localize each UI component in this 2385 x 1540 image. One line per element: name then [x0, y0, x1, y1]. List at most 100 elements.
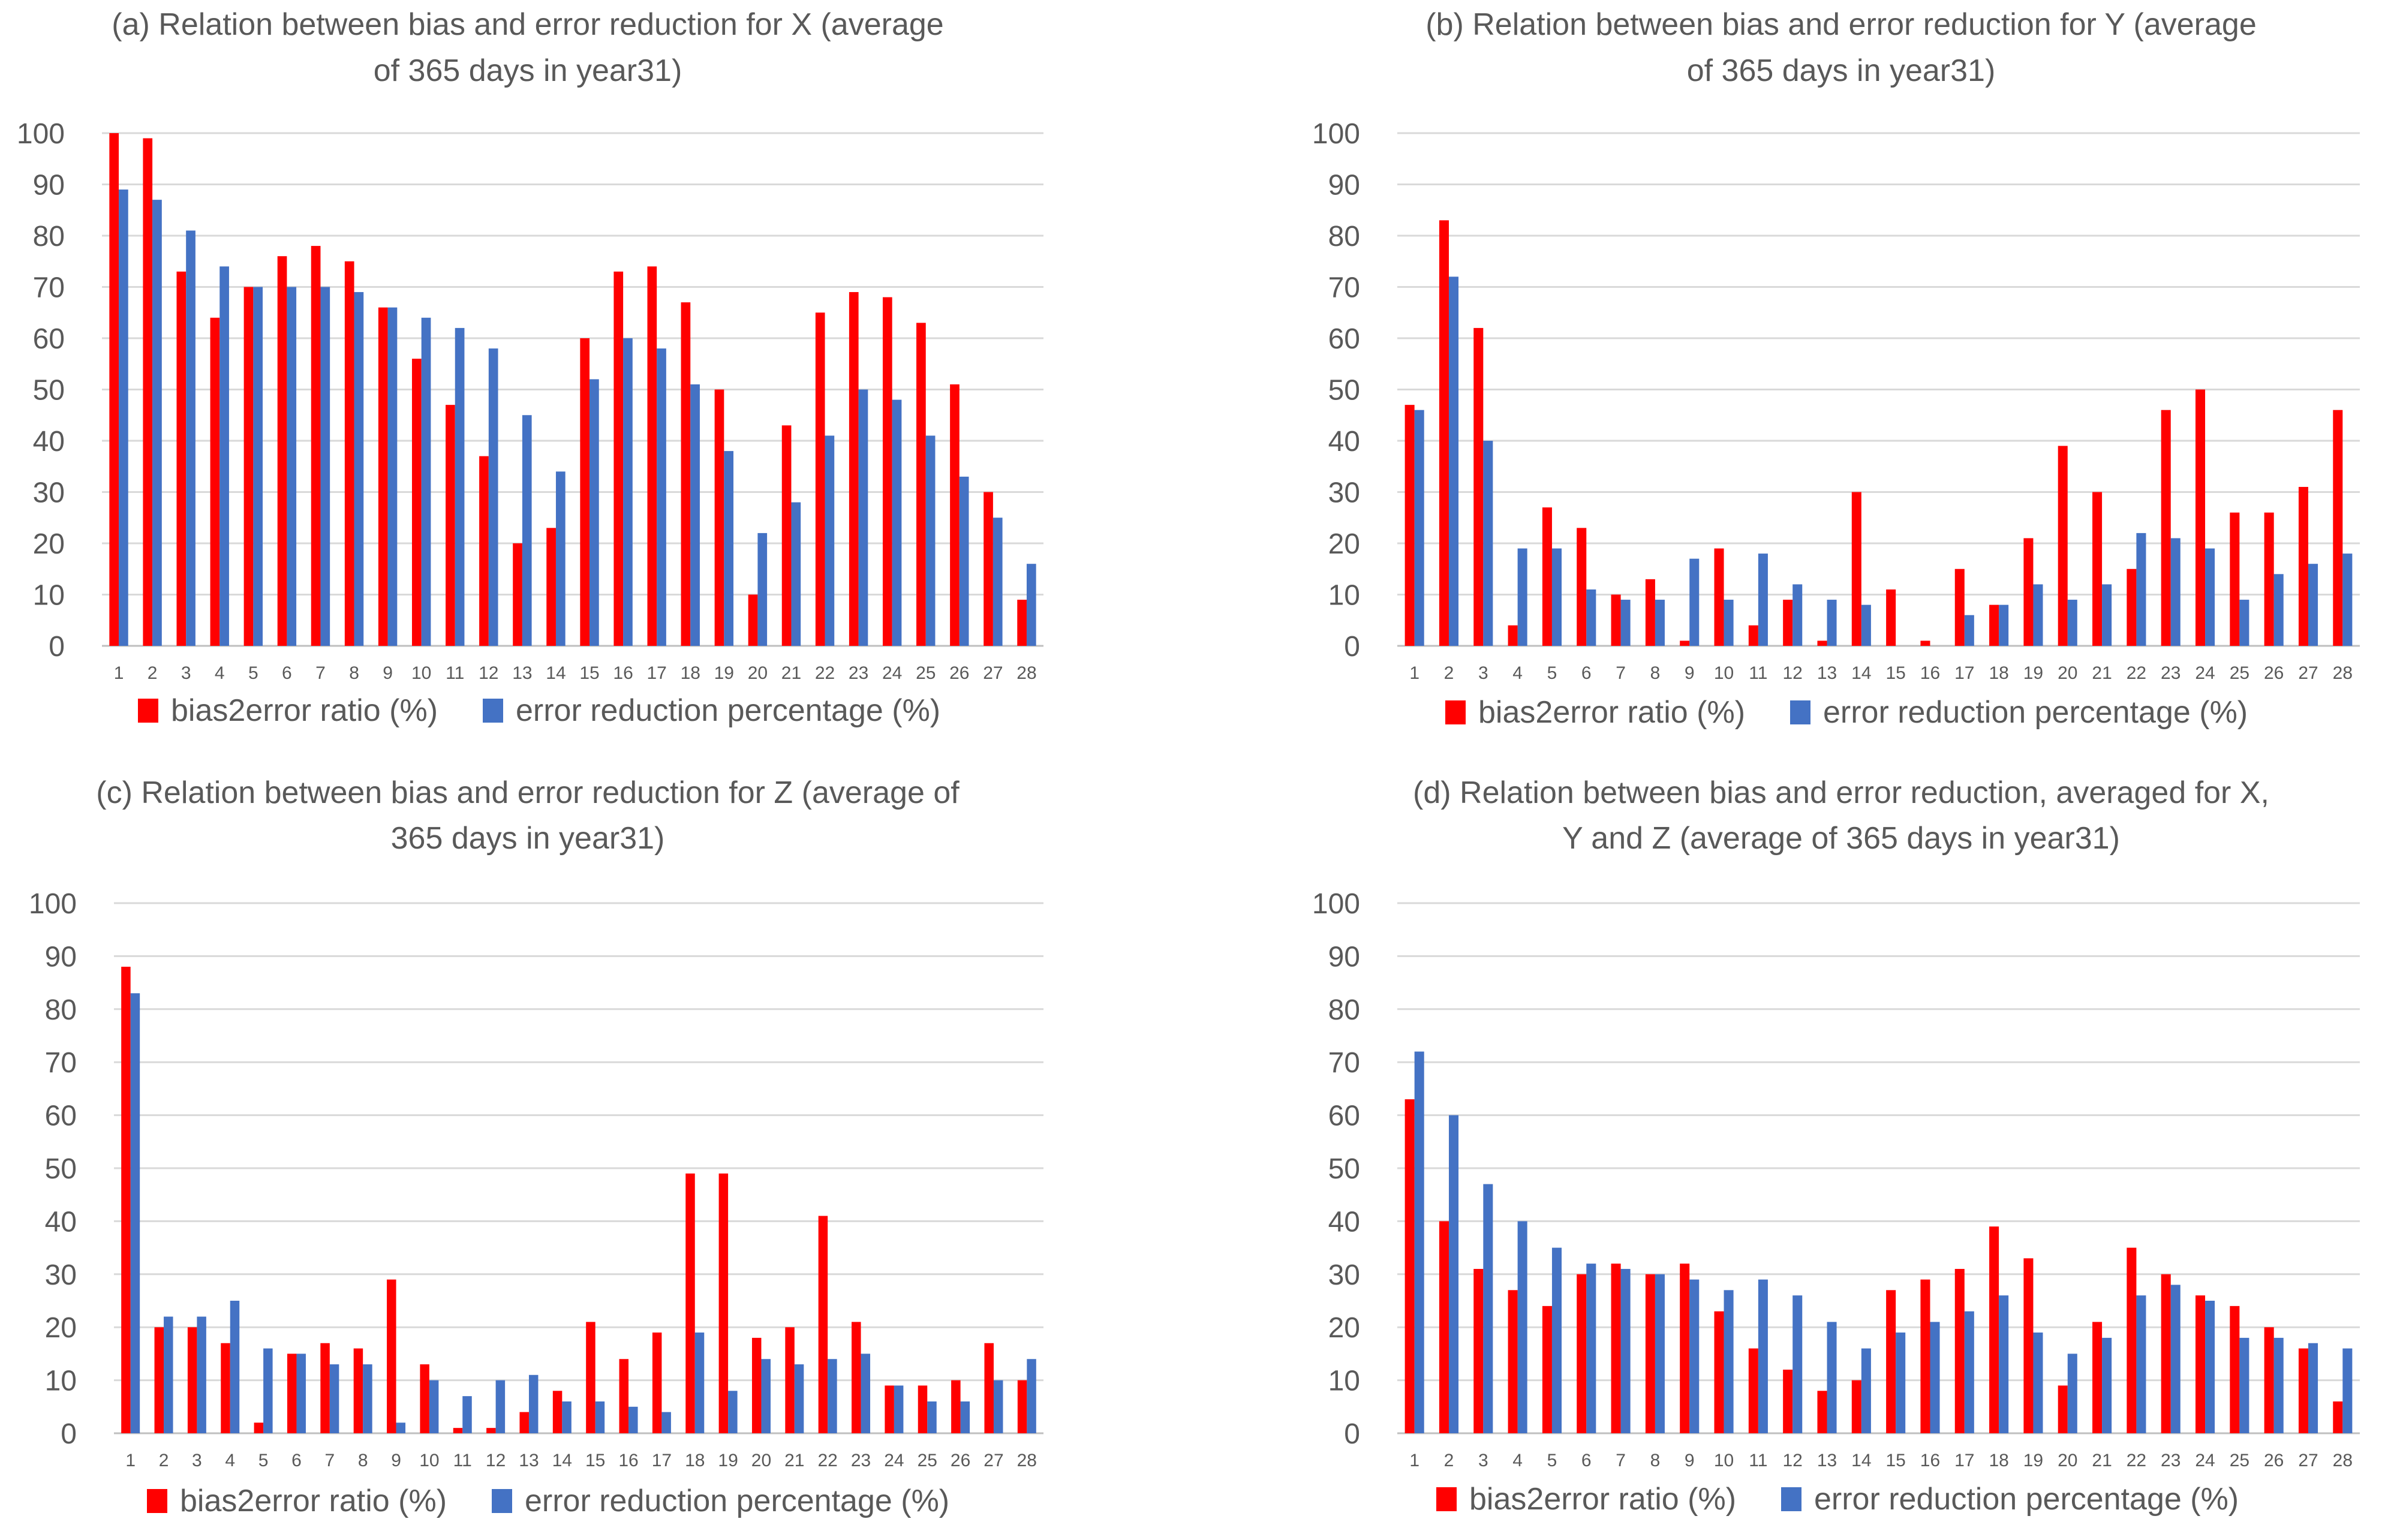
x-tick-label: 24: [2195, 663, 2215, 683]
bar-error-reduction: [130, 993, 140, 1433]
bar-bias2error: [254, 1422, 264, 1433]
x-tick-label: 9: [391, 1451, 401, 1470]
bar-error-reduction: [1620, 1268, 1631, 1433]
bar-error-reduction: [1689, 558, 1700, 646]
bar-bias2error: [785, 1327, 795, 1433]
bar-error-reduction: [186, 230, 196, 646]
x-tick-label: 17: [1954, 1451, 1974, 1470]
bar-error-reduction: [1414, 410, 1424, 646]
bar-bias2error: [2023, 1258, 2034, 1433]
bar-bias2error: [1577, 1274, 1587, 1433]
bar-error-reduction: [296, 1353, 306, 1433]
bar-error-reduction: [263, 1348, 273, 1433]
bar-error-reduction: [354, 292, 364, 646]
bar-bias2error: [1611, 594, 1621, 646]
y-tick-label: 90: [1328, 170, 1360, 201]
x-tick-label: 26: [2264, 1451, 2284, 1470]
bar-bias2error: [748, 594, 758, 646]
bar-bias2error: [519, 1412, 529, 1433]
bar-bias2error: [2264, 1327, 2274, 1433]
chart-title-line: (b) Relation between bias and error redu…: [1425, 7, 2257, 42]
bar-error-reduction: [495, 1380, 506, 1433]
bar-error-reduction: [1896, 1333, 1906, 1433]
bar-bias2error: [121, 967, 131, 1433]
bar-error-reduction: [1827, 600, 1837, 646]
y-tick-label: 60: [45, 1100, 77, 1132]
x-tick-label: 16: [618, 1451, 638, 1470]
bar-bias2error: [2023, 538, 2034, 646]
bar-error-reduction: [2033, 1333, 2043, 1433]
bar-bias2error: [277, 256, 287, 646]
bar-bias2error: [1439, 220, 1449, 646]
bar-bias2error: [2092, 1322, 2103, 1433]
legend-swatch-bias2error: [1445, 700, 1466, 724]
y-tick-label: 0: [1344, 631, 1360, 663]
y-tick-label: 30: [1328, 477, 1360, 509]
x-tick-label: 20: [751, 1451, 771, 1470]
x-tick-label: 10: [1714, 663, 1734, 683]
x-tick-label: 16: [1920, 1451, 1940, 1470]
bar-bias2error: [984, 1343, 994, 1433]
bar-bias2error: [552, 1391, 563, 1433]
bar-error-reduction: [623, 338, 633, 646]
x-tick-label: 4: [215, 663, 225, 683]
x-tick-label: 18: [681, 663, 700, 683]
bar-bias2error: [751, 1337, 762, 1433]
bar-bias2error: [353, 1348, 363, 1433]
bar-error-reduction: [2205, 548, 2215, 646]
bar-bias2error: [2058, 1385, 2068, 1433]
bar-error-reduction: [1999, 1295, 2009, 1433]
bar-bias2error: [1680, 1264, 1690, 1433]
bar-bias2error: [1748, 625, 1758, 646]
bar-error-reduction: [1027, 1359, 1036, 1433]
chart-a: (a) Relation between bias and error redu…: [0, 0, 1055, 762]
bar-error-reduction: [1414, 1051, 1424, 1433]
x-tick-label: 4: [1512, 663, 1523, 683]
bar-bias2error: [154, 1327, 164, 1433]
bar-bias2error: [984, 492, 993, 646]
x-tick-label: 11: [446, 663, 464, 683]
bar-bias2error: [344, 261, 354, 646]
bar-bias2error: [1714, 548, 1724, 646]
x-tick-label: 27: [2298, 1451, 2318, 1470]
y-tick-label: 10: [1328, 580, 1360, 612]
bar-bias2error: [2333, 410, 2343, 646]
chart-title-line: (d) Relation between bias and error redu…: [1413, 775, 2269, 810]
bar-error-reduction: [791, 502, 801, 646]
bar-error-reduction: [455, 327, 465, 646]
x-tick-label: 20: [748, 663, 768, 683]
bar-error-reduction: [861, 1353, 871, 1433]
bar-error-reduction: [825, 435, 835, 646]
bar-bias2error: [685, 1173, 695, 1433]
bar-bias2error: [1508, 1290, 1518, 1433]
bar-bias2error: [287, 1353, 297, 1433]
bar-error-reduction: [320, 287, 330, 646]
bar-error-reduction: [1551, 1247, 1562, 1433]
bar-error-reduction: [1964, 1311, 1974, 1433]
x-tick-label: 13: [1817, 1451, 1837, 1470]
legend-label: bias2error ratio (%): [180, 1484, 447, 1518]
bar-bias2error: [1954, 569, 1965, 646]
bar-bias2error: [187, 1327, 197, 1433]
bar-error-reduction: [2102, 1337, 2112, 1433]
x-tick-label: 9: [1685, 1451, 1695, 1470]
bar-error-reduction: [959, 476, 969, 646]
x-tick-label: 22: [815, 663, 835, 683]
x-tick-label: 27: [2298, 663, 2318, 683]
bar-bias2error: [951, 1380, 961, 1433]
chart-title-line: (c) Relation between bias and error redu…: [96, 775, 960, 810]
bar-error-reduction: [2239, 1337, 2249, 1433]
y-tick-label: 80: [33, 221, 65, 252]
y-tick-label: 0: [61, 1418, 77, 1450]
bar-error-reduction: [2136, 1295, 2146, 1433]
bar-bias2error: [580, 338, 590, 646]
x-tick-label: 3: [181, 663, 191, 683]
bar-error-reduction: [2342, 554, 2353, 646]
y-tick-label: 50: [1328, 375, 1360, 407]
bar-error-reduction: [595, 1401, 605, 1433]
x-tick-label: 8: [1650, 1451, 1661, 1470]
bar-error-reduction: [1827, 1322, 1837, 1433]
x-tick-label: 18: [1989, 663, 2008, 683]
bar-bias2error: [546, 528, 556, 646]
bar-bias2error: [1886, 1290, 1896, 1433]
